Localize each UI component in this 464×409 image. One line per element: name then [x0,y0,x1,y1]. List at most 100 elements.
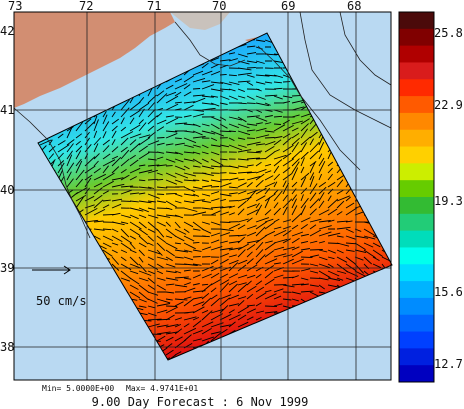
current-vector [165,200,177,208]
current-vector [174,235,185,242]
current-vector [390,88,392,97]
current-vector [138,164,146,167]
current-vector [165,305,178,307]
current-vector [372,256,380,261]
current-vector [210,198,220,202]
current-vector [336,200,345,209]
current-vector [246,251,253,258]
current-vector [228,74,237,77]
current-vector [246,60,258,64]
current-vector [318,220,331,223]
current-vector [129,249,137,254]
current-vector [192,320,202,328]
current-vector [237,102,247,105]
current-vector [255,202,260,209]
current-vector [111,130,117,139]
current-vector [66,150,73,160]
current-vector [390,319,392,322]
current-vector [219,297,230,307]
current-vector [93,168,101,174]
current-vector [219,211,230,216]
current-vector [237,282,247,286]
current-vector [264,305,278,308]
current-vector [93,119,99,132]
current-vector [192,151,201,155]
current-vector [273,202,279,209]
current-vector [156,119,167,125]
current-vector [138,298,147,303]
colorbar-swatch [399,180,434,198]
current-vector [345,207,358,216]
current-vector [309,138,314,146]
current-vector [345,220,353,223]
current-vector [156,151,165,154]
current-vector [345,256,356,265]
current-vector [156,200,166,203]
current-vector [84,144,92,153]
current-vector [309,218,322,223]
current-vector [219,279,230,286]
current-vector [264,170,272,174]
current-vector [156,93,168,104]
current-vector [165,277,179,281]
current-vector [390,326,392,329]
current-vector [156,193,165,195]
current-vector [282,198,293,209]
current-vector [183,193,196,197]
current-vector [129,214,139,220]
current-vector [165,298,173,301]
current-vector [237,171,252,174]
current-vector [318,291,326,294]
current-vector [255,316,262,321]
current-vector [201,310,213,321]
current-vector [192,338,202,342]
current-vector [264,74,277,77]
current-vector [174,214,184,219]
current-vector [345,235,356,240]
current-vector [156,335,166,342]
colorbar-label-22-9: 22.9 [434,98,463,112]
current-vector [183,221,194,228]
current-vector [210,165,222,168]
current-vector [291,188,297,195]
current-vector [129,133,142,139]
colorbar-swatch [399,28,434,47]
current-vector [57,162,65,174]
current-vector [111,221,125,226]
current-vector [201,207,214,210]
current-vector [147,125,155,132]
current-vector [183,296,192,300]
current-vector [273,74,283,79]
current-vector [327,270,340,277]
current-vector [156,156,164,160]
current-vector [246,217,253,223]
current-vector [201,193,211,197]
current-vector [183,75,195,83]
current-vector [246,308,256,314]
current-vector [237,200,247,209]
current-vector [291,283,305,286]
current-vector [210,116,221,122]
lat-label-41: 41 [0,103,15,117]
current-vector [282,276,295,279]
current-vector [210,322,224,328]
current-vector [174,165,186,171]
current-vector [102,190,109,195]
current-vector [327,249,336,254]
current-vector [300,217,311,223]
current-vector [120,107,130,118]
current-vector [246,115,260,118]
current-vector [237,53,248,58]
current-vector [111,183,125,188]
current-vector [120,189,133,195]
current-vector [129,176,137,181]
current-vector [129,277,140,285]
current-vector [264,240,273,244]
current-vector [111,263,120,271]
current-vector [156,303,171,307]
current-vector [165,91,177,97]
current-vector [264,293,277,300]
current-vector [183,228,190,233]
current-vector [336,211,343,216]
current-vector [282,167,291,174]
